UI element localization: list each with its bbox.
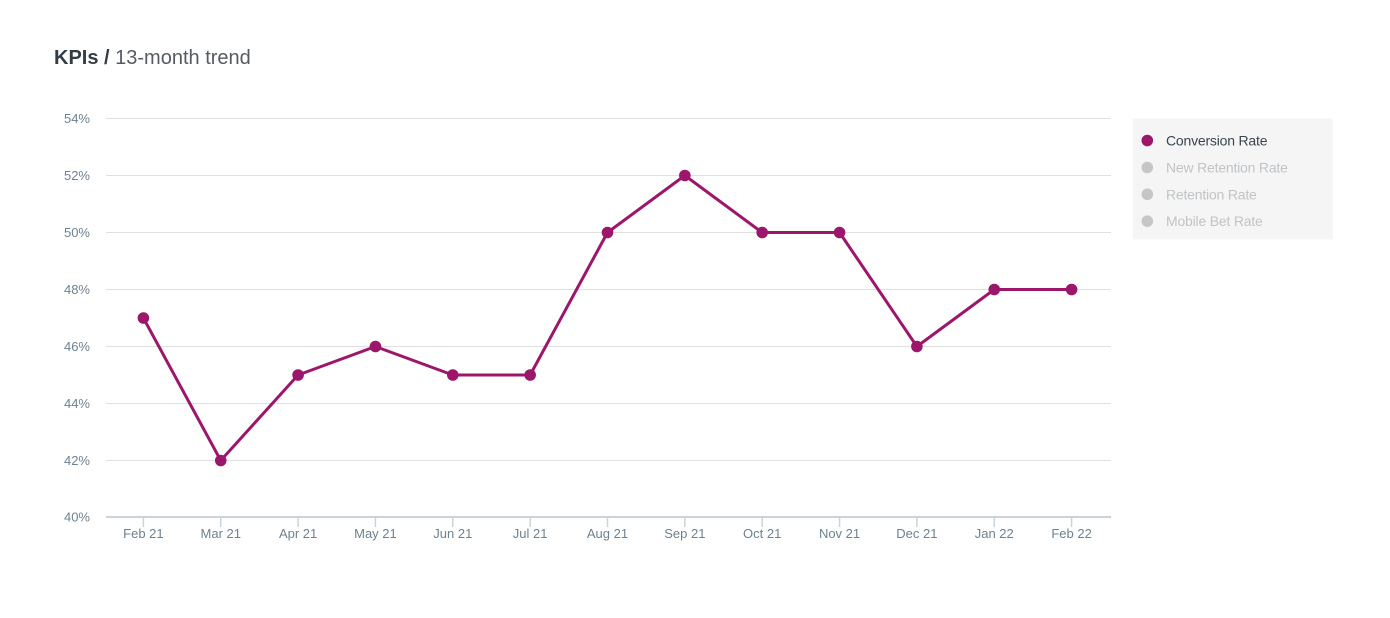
svg-text:48%: 48% bbox=[64, 282, 90, 297]
svg-text:Conversion Rate: Conversion Rate bbox=[1166, 133, 1268, 149]
svg-text:50%: 50% bbox=[64, 225, 90, 240]
svg-text:54%: 54% bbox=[64, 111, 90, 126]
svg-text:Retention Rate: Retention Rate bbox=[1166, 186, 1257, 202]
svg-text:Jun 21: Jun 21 bbox=[433, 526, 472, 541]
svg-text:Jul 21: Jul 21 bbox=[513, 526, 548, 541]
svg-text:Mar 21: Mar 21 bbox=[201, 526, 241, 541]
svg-text:46%: 46% bbox=[64, 339, 90, 354]
svg-text:Apr 21: Apr 21 bbox=[279, 526, 317, 541]
svg-text:Sep 21: Sep 21 bbox=[664, 526, 705, 541]
svg-text:Oct 21: Oct 21 bbox=[743, 526, 781, 541]
svg-text:May 21: May 21 bbox=[354, 526, 397, 541]
svg-text:40%: 40% bbox=[64, 510, 90, 525]
svg-text:52%: 52% bbox=[64, 168, 90, 183]
svg-text:Dec 21: Dec 21 bbox=[896, 526, 937, 541]
svg-text:KPIs / 13-month trend: KPIs / 13-month trend bbox=[54, 47, 251, 69]
svg-text:Aug 21: Aug 21 bbox=[587, 526, 628, 541]
svg-text:Nov 21: Nov 21 bbox=[819, 526, 860, 541]
svg-text:New Retention Rate: New Retention Rate bbox=[1166, 160, 1288, 176]
svg-text:42%: 42% bbox=[64, 453, 90, 468]
svg-text:Mobile Bet Rate: Mobile Bet Rate bbox=[1166, 213, 1263, 229]
svg-text:Feb 21: Feb 21 bbox=[123, 526, 163, 541]
svg-text:44%: 44% bbox=[64, 396, 90, 411]
svg-text:Feb 22: Feb 22 bbox=[1051, 526, 1091, 541]
svg-text:Jan 22: Jan 22 bbox=[975, 526, 1014, 541]
